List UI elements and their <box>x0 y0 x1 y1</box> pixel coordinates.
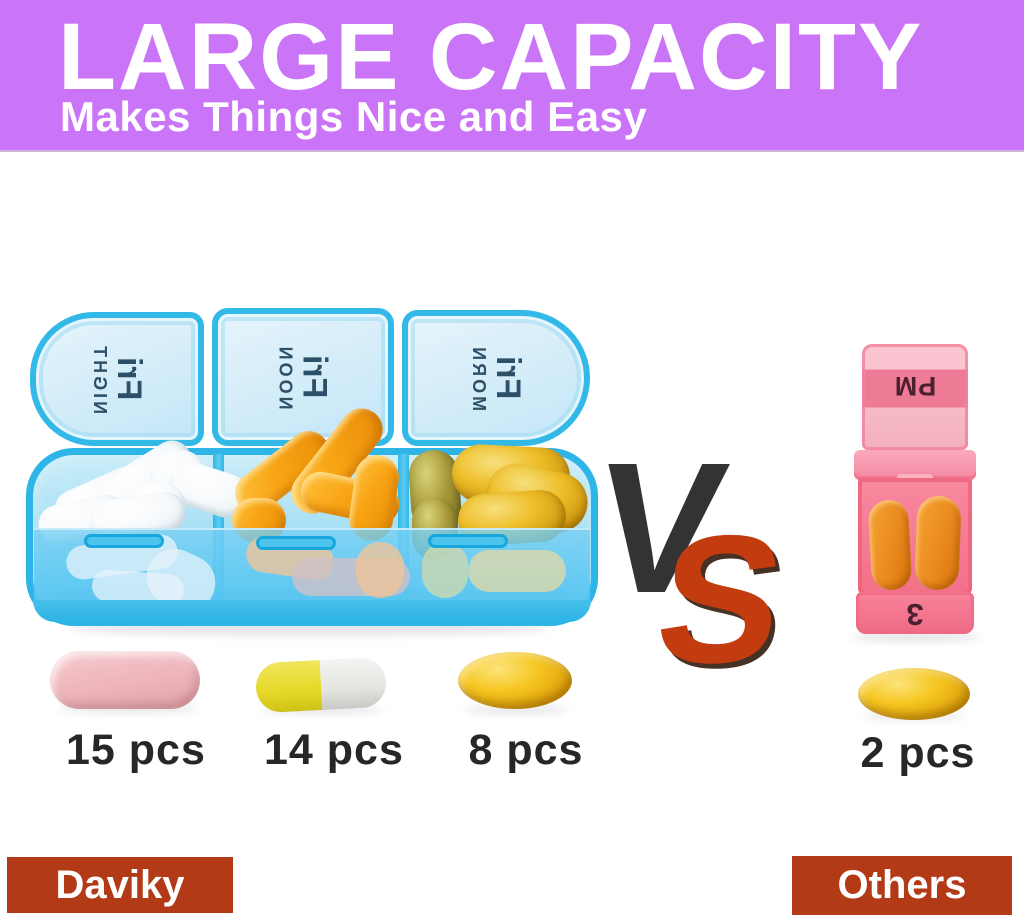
brand-banner-others: Others <box>792 856 1012 915</box>
pm-box-shadow <box>852 632 980 642</box>
lid-period-text: NOON <box>275 344 296 410</box>
pm-box-body <box>858 478 972 596</box>
pm-compartment-number: 3 <box>906 597 924 632</box>
organizer-base <box>33 600 591 622</box>
lid-period-text: NIGHT <box>89 343 110 415</box>
lid-label: Fri NOON <box>274 344 334 410</box>
latch-slot <box>256 536 336 550</box>
organizer-lid-night: Fri NIGHT <box>30 312 204 446</box>
lid-period-text: MORN <box>468 344 489 412</box>
count-label-capsules: 14 pcs <box>264 726 404 774</box>
brand-name-daviky: Daviky <box>55 862 185 907</box>
latch-slot <box>428 534 508 548</box>
capsule-white-half <box>319 656 388 710</box>
pm-box-bottom: 3 <box>856 592 974 634</box>
latch-slot <box>84 534 164 548</box>
softgel-icon-shadow <box>464 706 568 714</box>
count-label-others: 2 pcs <box>860 729 976 777</box>
page-title: LARGE CAPACITY <box>58 4 924 110</box>
yellow-white-capsule-icon <box>254 656 388 714</box>
orange-softgel <box>867 499 913 591</box>
pink-tablet-icon <box>50 651 200 709</box>
softgel-behind-wall <box>422 542 468 598</box>
capsule-icon-shadow <box>262 706 384 714</box>
count-label-tablets: 15 pcs <box>66 726 206 774</box>
orange-softgel <box>914 495 962 591</box>
header-banner: LARGE CAPACITY Makes Things Nice and Eas… <box>0 0 1024 152</box>
lid-label: Fri MORN <box>467 344 527 412</box>
lid-label: Fri NIGHT <box>88 343 148 415</box>
gold-softgel-icon <box>458 652 572 709</box>
lid-day-text: Fri <box>488 356 527 400</box>
organizer-lid-morn: Fri MORN <box>402 310 590 446</box>
lid-day-text: Fri <box>109 357 148 401</box>
organizer-lid-noon: Fri NOON <box>212 308 394 446</box>
page-subtitle: Makes Things Nice and Easy <box>60 93 648 140</box>
brand-banner-daviky: Daviky <box>7 857 233 913</box>
capsule-yellow-half <box>254 660 323 714</box>
softgel-behind-wall <box>468 550 566 592</box>
lid-day-text: Fri <box>295 355 334 399</box>
pm-lid-label: PM <box>893 371 937 401</box>
count-label-softgels: 8 pcs <box>468 726 584 774</box>
gold-softgel-icon <box>858 668 970 720</box>
pm-box-lid: PM <box>862 344 968 450</box>
orange-capsule-behind-wall <box>356 542 404 598</box>
vs-letter-s: S <box>645 497 796 701</box>
brand-name-others: Others <box>837 863 967 907</box>
